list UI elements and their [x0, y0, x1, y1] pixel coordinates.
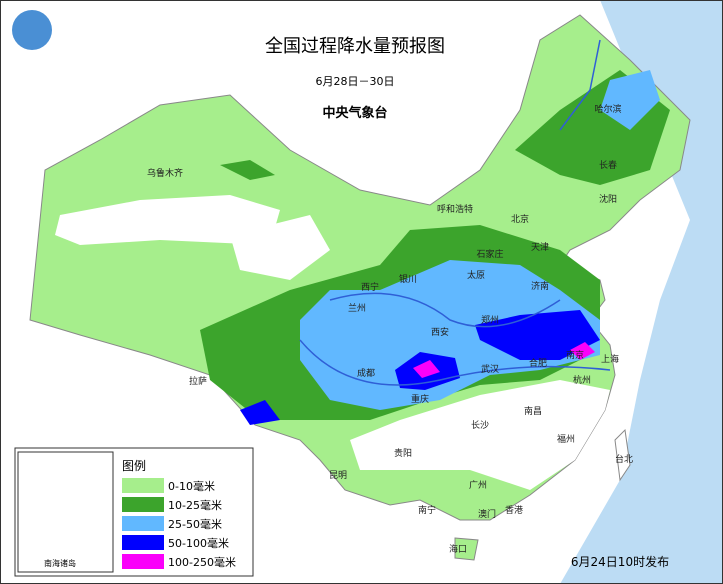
city-label: 杭州 [573, 374, 591, 386]
city-label: 上海 [601, 353, 619, 365]
city-label: 昆明 [329, 470, 347, 481]
city-label: 海口 [449, 543, 467, 555]
city-label: 南京 [566, 349, 584, 361]
city-label: 西宁 [361, 281, 379, 293]
city-label: 福州 [557, 433, 575, 445]
hainan [454, 537, 479, 561]
legend-title: 图例 [122, 459, 146, 473]
city-label: 哈尔滨 [594, 103, 621, 115]
city-label: 乌鲁木齐 [147, 167, 183, 179]
city-label: 济南 [531, 280, 549, 292]
legend-label: 100-250毫米 [168, 555, 236, 569]
city-label: 武汉 [481, 363, 499, 375]
city-label: 南昌 [524, 405, 542, 417]
city-label: 长沙 [471, 419, 489, 431]
city-label: 兰州 [348, 302, 366, 314]
legend-swatch [122, 497, 164, 512]
legend-label: 25-50毫米 [168, 517, 222, 531]
date: 6月28日－30日 [316, 75, 395, 88]
legend-swatch [122, 516, 164, 531]
logo [12, 10, 52, 50]
legend-label: 50-100毫米 [168, 536, 229, 550]
city-label: 香港 [505, 504, 523, 516]
title: 全国过程降水量预报图 [265, 36, 445, 57]
city-label: 北京 [511, 213, 529, 225]
city-label: 天津 [531, 242, 549, 253]
zone-100-250 [570, 342, 595, 360]
issued: 6月24日10时发布 [571, 554, 669, 569]
zone-10-25 [220, 160, 275, 180]
legend-swatch [122, 554, 164, 569]
dry-area [350, 380, 610, 490]
legend-swatch [122, 535, 164, 550]
issuer: 中央气象台 [322, 105, 387, 121]
city-label: 澳门 [478, 508, 496, 520]
zone-50-100 [240, 400, 280, 425]
taiwan [614, 428, 631, 482]
city-label: 呼和浩特 [437, 203, 473, 215]
city-label: 合肥 [529, 357, 547, 369]
zone-50-100 [475, 310, 600, 360]
city-label: 拉萨 [189, 375, 207, 387]
river [299, 39, 611, 386]
zone-25-50 [300, 260, 600, 410]
dry-area [230, 215, 330, 280]
city-label: 太原 [467, 269, 485, 281]
inset-label: 南海诸岛 [44, 558, 76, 568]
zone-25-50 [600, 70, 660, 130]
dry-area [55, 195, 280, 245]
city-label: 银川 [399, 273, 417, 285]
city-label: 成都 [357, 367, 375, 379]
city-label: 贵阳 [394, 447, 412, 459]
city-label: 沈阳 [599, 193, 617, 205]
zone-100-250 [413, 360, 440, 378]
city-label: 重庆 [411, 393, 429, 405]
city-label: 长春 [599, 159, 617, 171]
city-label: 广州 [469, 479, 487, 491]
legend-label: 10-25毫米 [168, 498, 222, 512]
legend: 0-10毫米 10-25毫米 25-50毫米 50-100毫米 100-250毫米 [122, 478, 236, 569]
legend-label: 0-10毫米 [168, 479, 215, 493]
legend-swatch [122, 478, 164, 493]
city-label: 石家庄 [476, 248, 503, 260]
inset [17, 451, 114, 573]
city-label: 西安 [431, 326, 449, 338]
city-label: 南宁 [418, 504, 436, 516]
city-label: 郑州 [481, 314, 499, 326]
city-label: 台北 [615, 453, 633, 465]
